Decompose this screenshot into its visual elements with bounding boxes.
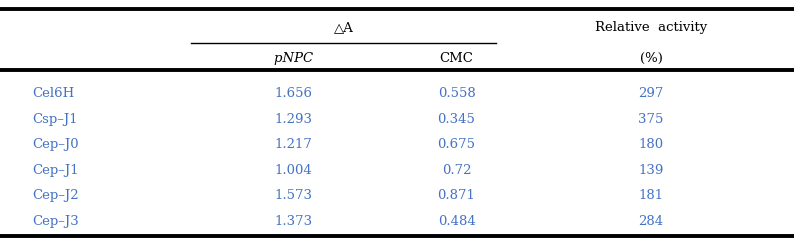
Text: (%): (%) xyxy=(640,52,662,65)
Text: 180: 180 xyxy=(638,138,664,151)
Text: 0.484: 0.484 xyxy=(437,215,476,228)
Text: 0.871: 0.871 xyxy=(437,189,476,202)
Text: 1.217: 1.217 xyxy=(275,138,313,151)
Text: 139: 139 xyxy=(638,164,664,177)
Text: 0.558: 0.558 xyxy=(437,87,476,100)
Text: 1.373: 1.373 xyxy=(275,215,313,228)
Text: 1.656: 1.656 xyxy=(275,87,313,100)
Text: Csp–J1: Csp–J1 xyxy=(32,113,77,126)
Text: 284: 284 xyxy=(638,215,664,228)
Text: 297: 297 xyxy=(638,87,664,100)
Text: 0.345: 0.345 xyxy=(437,113,476,126)
Text: Cep–J1: Cep–J1 xyxy=(32,164,79,177)
Text: 181: 181 xyxy=(638,189,664,202)
Text: 0.675: 0.675 xyxy=(437,138,476,151)
Text: Relative  activity: Relative activity xyxy=(595,21,707,35)
Text: 0.72: 0.72 xyxy=(441,164,472,177)
Text: Cep–J3: Cep–J3 xyxy=(32,215,79,228)
Text: 1.293: 1.293 xyxy=(275,113,313,126)
Text: 1.573: 1.573 xyxy=(275,189,313,202)
Text: Cep–J0: Cep–J0 xyxy=(32,138,79,151)
Text: Cel6H: Cel6H xyxy=(32,87,74,100)
Text: Cep–J2: Cep–J2 xyxy=(32,189,79,202)
Text: p​NPC: p​NPC xyxy=(274,52,314,65)
Text: 375: 375 xyxy=(638,113,664,126)
Text: CMC: CMC xyxy=(440,52,473,65)
Text: △A: △A xyxy=(333,21,353,35)
Text: 1.004: 1.004 xyxy=(275,164,313,177)
